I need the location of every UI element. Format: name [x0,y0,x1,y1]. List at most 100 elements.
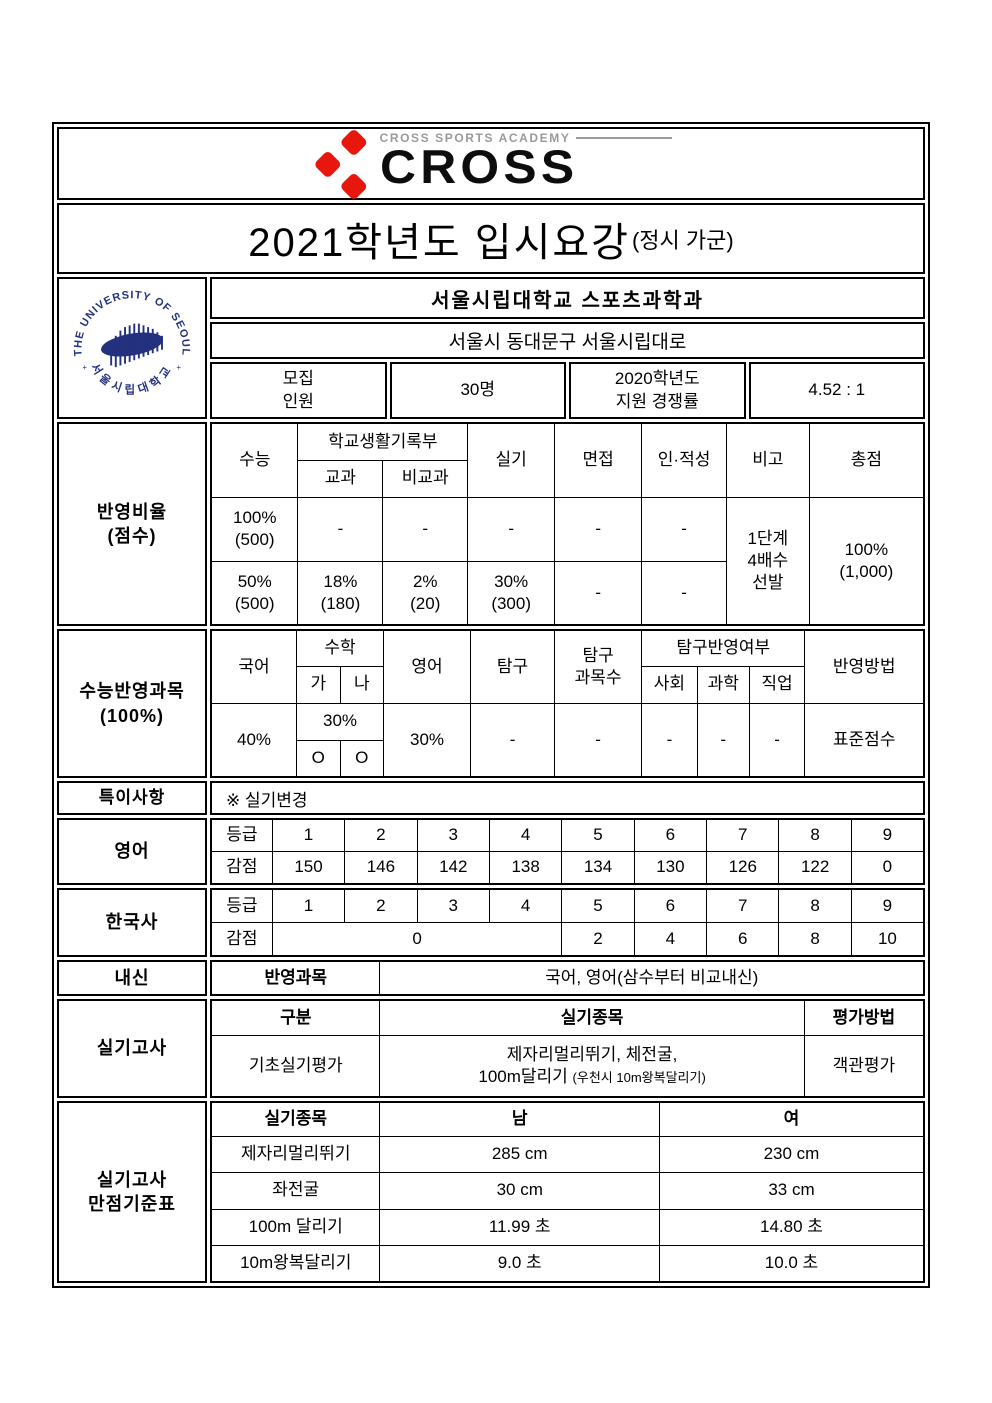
rain-note: (우천시 10m왕복달리기) [572,1069,706,1085]
naesin-table: 반영과목 국어, 영어(삼수부터 비교내신) [210,960,925,996]
special-note-label: 특이사항 [57,781,207,815]
header-tamgu: 탐구 [469,629,556,704]
ratio-r1-suneung: 100% (500) [210,496,299,562]
header-jongmok: 실기종목 [379,999,805,1036]
header-gubun: 구분 [210,999,381,1036]
university-section: THE UNIVERSITY OF SEOUL 서울시립대학교 + + [57,277,925,419]
ratio-r1-interview: - [554,496,643,562]
reflection-ratio-table: 수능 학교생활기록부 실기 면접 인·적성 비고 총점 교과 비교과 [210,422,925,626]
cell-line: 18% [323,571,358,591]
header-total: 총점 [808,422,925,498]
special-note-section: 특이사항 ※ 실기변경 [57,781,925,815]
cell-line: (180) [320,593,361,613]
ratio-r2-aptitude: - [641,560,727,626]
header-math: 수학 [296,629,385,667]
ratio-note-value: 1단계 4배수 선발 [725,496,810,626]
standards-section: 실기고사 만점기준표 실기종목 남 여 제자리멀리뛰기 285 cm 230 c… [57,1101,925,1283]
female-value: 10.0 초 [658,1244,925,1283]
csat-subjects-label: 수능반영과목 (100%) [57,629,207,778]
cell-line: (300) [491,593,531,613]
cell-line: 실기고사 [96,1169,168,1190]
female-value: 230 cm [658,1135,925,1173]
header-male: 남 [379,1101,660,1137]
csat-math-ga-mark: O [296,739,341,778]
male-value: 9.0 초 [379,1244,660,1283]
seal-arc-bottom-text: 서울시립대학교 [88,361,172,397]
page-title: 2021학년도 입시요강 [248,220,630,265]
practical-evaluation-value: 객관평가 [803,1034,925,1098]
cell-line: 4배수 [747,550,789,570]
point-cell: 146 [344,850,418,885]
grade-cell: 4 [488,888,563,923]
header-gyogwa: 교과 [297,459,384,498]
csat-tamgu-count-value: - [554,702,643,778]
header-event: 실기종목 [210,1101,381,1137]
grade-cell: 9 [850,818,925,852]
standards-label: 실기고사 만점기준표 [57,1101,207,1283]
grade-cell: 2 [344,818,418,852]
university-seal-icon: THE UNIVERSITY OF SEOUL 서울시립대학교 + + [72,289,190,397]
point-cell-span: 0 [271,921,563,957]
special-note-value: ※ 실기변경 [210,781,925,815]
cell-line: 과목수 [574,667,622,687]
cell-line: 100m달리기 (우천시 10m왕복달리기) [381,1066,802,1088]
svg-text:서울시립대학교: 서울시립대학교 [88,361,176,397]
point-cell: 134 [561,850,635,885]
grade-cell: 8 [778,818,852,852]
english-points-row-label: 감점 [210,850,273,885]
cell-line: 선발 [752,572,784,592]
standards-body: 실기종목 남 여 제자리멀리뛰기 285 cm 230 cm 좌전굴 30 cm… [210,1101,925,1283]
ratio-total-value: 100% (1,000) [808,496,925,626]
university-address: 서울시 동대문구 서울시립대로 [210,322,925,359]
point-cell: 142 [416,850,490,885]
reflection-ratio-section: 반영비율 (점수) 수능 학교생활기록부 실기 면접 인·적성 비고 [57,422,925,626]
practical-exam-section: 실기고사 구분 실기종목 평가방법 기초실기평가 제자리멀리뛰기, 체전굴, [57,999,925,1098]
page-title-sub: (정시 가군) [631,227,734,253]
naesin-body: 반영과목 국어, 영어(삼수부터 비교내신) [210,960,925,996]
recruit-quota-label: 모집 인원 [210,362,387,419]
academy-tagline: CROSS SPORTS ACADEMY [380,131,673,145]
practical-exam-table: 구분 실기종목 평가방법 기초실기평가 제자리멀리뛰기, 체전굴, 100m달리… [210,999,925,1098]
admission-document: CROSS SPORTS ACADEMY CROSS 2021학년도 입시요강 … [52,122,930,1288]
english-grade-label: 영어 [57,818,207,885]
header-interview: 면접 [554,422,643,498]
practical-exam-label: 실기고사 [57,999,207,1098]
cell-line: 지원 경쟁률 [615,391,699,411]
grade-cell: 1 [271,888,346,923]
cell-line: (500) [234,530,275,549]
standards-table: 실기종목 남 여 제자리멀리뛰기 285 cm 230 cm 좌전굴 30 cm… [210,1101,925,1283]
point-cell: 126 [706,850,780,885]
female-value: 14.80 초 [658,1208,925,1246]
grade-cell: 9 [850,888,925,923]
grade-cell: 3 [416,818,490,852]
header-suneung: 수능 [210,422,299,498]
male-value: 30 cm [379,1171,660,1210]
header-female: 여 [658,1101,925,1137]
seal-left-mark: + [82,363,87,372]
cell-line: 만점기준표 [88,1194,176,1214]
csat-social-value: - [641,702,698,778]
event-name: 100m 달리기 [210,1208,381,1246]
ratio-r1-aptitude: - [641,496,727,562]
history-points-row-label: 감점 [210,921,273,957]
csat-subjects-table: 국어 수학 영어 탐구 탐구 과목수 탐구반영여부 반영방법 가 나 [210,629,925,778]
csat-tamgu-value: - [469,702,556,778]
practical-jongmok-value: 제자리멀리뛰기, 체전굴, 100m달리기 (우천시 10m왕복달리기) [379,1034,805,1098]
csat-method-value: 표준점수 [804,702,925,778]
header-tamgu-count: 탐구 과목수 [554,629,643,704]
table-row: 10m왕복달리기 9.0 초 10.0 초 [210,1244,925,1283]
cell-line: (점수) [107,526,157,546]
naesin-label: 내신 [57,960,207,996]
table-row: 좌전굴 30 cm 33 cm [210,1171,925,1210]
csat-korean-value: 40% [210,702,298,778]
title-section: 2021학년도 입시요강 (정시 가군) [57,203,925,274]
ratio-r1-bigyogwa: - [382,496,469,562]
cell-line: 100m달리기 [478,1066,568,1086]
grade-cell: 6 [633,818,708,852]
history-grade-body: 등급 1 2 3 4 5 6 7 8 9 감점 0 2 [210,888,925,957]
csat-science-value: - [696,702,750,778]
english-grade-table: 등급 1 2 3 4 5 6 7 8 9 감점 150 146 [210,818,925,885]
english-grade-row-label: 등급 [210,818,273,852]
cell-line: 인원 [282,391,314,411]
